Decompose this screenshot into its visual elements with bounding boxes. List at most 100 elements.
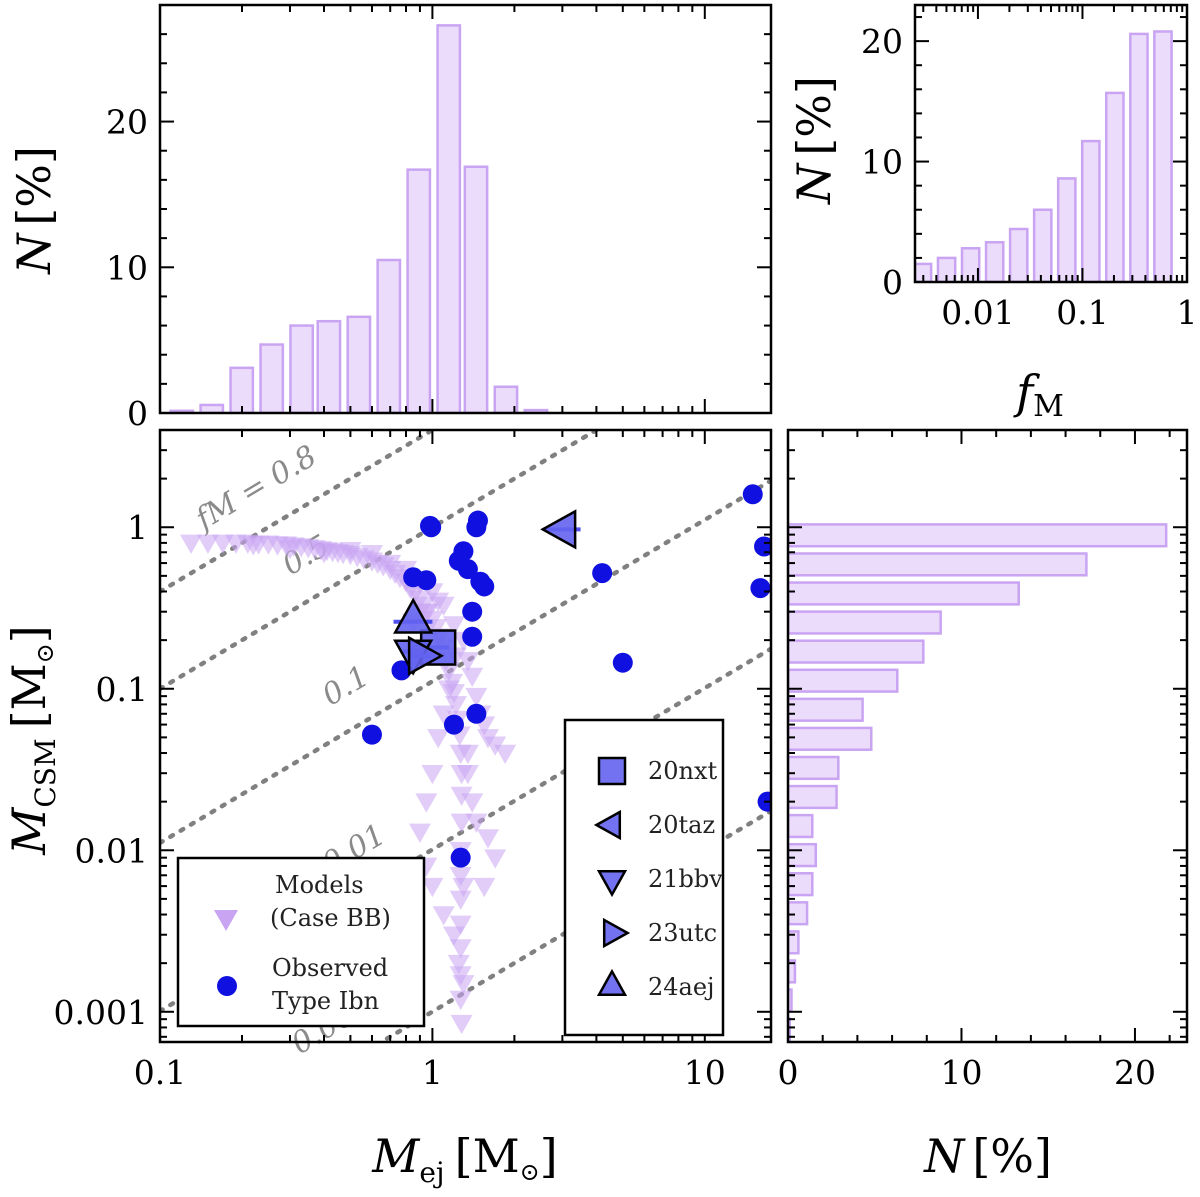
right-hist-bar (788, 697, 864, 722)
model-point (180, 534, 203, 554)
model-point (408, 823, 431, 843)
top-hist-bar (316, 319, 342, 413)
model-point (339, 542, 362, 562)
observed-point (453, 541, 474, 562)
model-point (461, 793, 484, 813)
legend-main-box (176, 856, 426, 1028)
top-hist-bar (376, 258, 402, 413)
model-point (278, 540, 301, 560)
fm-hist-bar (1056, 177, 1077, 282)
right-hist-bar (788, 610, 942, 635)
scatter-y-tick-label: 0.1 (96, 670, 148, 709)
fm-hist-y-tick-label: 20 (861, 22, 903, 61)
right-hist-bar (788, 901, 809, 926)
scatter-y-tick-label: 0.001 (54, 993, 148, 1032)
observed-point (466, 703, 487, 724)
fm-hist-bar (915, 262, 933, 282)
legend-sn-label-21bbv: 21bbv (648, 865, 723, 893)
model-point (450, 786, 473, 806)
right-hist-x-tick-label: 20 (1114, 1053, 1156, 1092)
right-hist-x-tick-label: 10 (940, 1053, 982, 1092)
legend-main: Models (Case BB) Observed Type Ibn (176, 856, 426, 1028)
scatter-panel: fM = 0.80.50.10.010.001 0.11100.0010.010… (2, 428, 773, 1189)
top-hist-y-tick-label: 0 (127, 394, 148, 433)
fm-hist-y-tick-label: 0 (882, 263, 903, 302)
right-hist-bar (788, 523, 1168, 548)
right-hist-bar (788, 581, 1020, 606)
right-hist-bar (788, 784, 838, 810)
right-hist-bar (788, 755, 840, 781)
observed-point (474, 576, 495, 597)
right-hist-frame (786, 428, 1189, 1044)
model-point (313, 544, 336, 564)
right-hist-bar (788, 959, 797, 984)
contour-line (160, 478, 771, 846)
observed-point (443, 714, 464, 735)
model-point (427, 729, 450, 749)
top-hist-ylabel: N[%] (7, 146, 61, 275)
observed-point (361, 724, 382, 745)
model-point (196, 534, 219, 554)
scatter-x-tick-label: 1 (422, 1053, 443, 1092)
fm-hist-frame (913, 3, 1189, 284)
legend-sn-label-20taz: 20taz (648, 811, 715, 839)
contour-label-bg (313, 662, 401, 733)
fm-hist-bar (1008, 227, 1029, 282)
model-point (444, 696, 467, 716)
scatter-x-tick-label: 0.1 (134, 1053, 186, 1092)
right-hist-bar (788, 639, 925, 664)
right-hist-x-tick-label: 0 (778, 1053, 799, 1092)
model-point (465, 813, 488, 833)
fm-hist-x-tick-label: 1 (1177, 293, 1198, 332)
top-hist-bar (289, 324, 315, 413)
fm-hist-bar (1129, 32, 1149, 282)
model-point (432, 906, 455, 926)
model-point (473, 877, 496, 898)
top-hist-frame (158, 3, 773, 415)
model-point (442, 616, 465, 636)
legend-sn-label-23utc: 23utc (648, 919, 717, 947)
scatter-x-tick-label: 10 (684, 1053, 726, 1092)
model-point (421, 764, 444, 785)
model-point (432, 705, 455, 725)
contour-line (160, 430, 601, 692)
observed-point (592, 563, 613, 584)
model-point (437, 680, 460, 700)
legend-sn-marker-20taz (593, 809, 622, 841)
scatter-ylabel: MCSM[M⊙] (2, 625, 62, 856)
scatter-y-tick-label: 1 (127, 508, 148, 547)
legend-sn-marker-23utc (602, 917, 631, 949)
model-point (437, 662, 460, 682)
right-hist-bar (788, 842, 818, 868)
top-hist-bar (523, 408, 549, 413)
fm-hist-bar (1104, 91, 1125, 282)
model-point (449, 939, 472, 959)
observed-point (391, 660, 412, 681)
model-point (450, 1014, 473, 1035)
scatter-xlabel: Mej [M⊙] (371, 1129, 557, 1189)
legend-sn-box (563, 718, 725, 1037)
highlight-marker-20taz (540, 509, 577, 550)
model-point (477, 829, 500, 849)
observed-point (416, 570, 437, 591)
right-hist-bar (788, 668, 899, 693)
legend-models-line1: Models (275, 871, 364, 899)
right-hist-bar (788, 930, 800, 955)
model-point (442, 926, 465, 946)
legend-sn-marker-24aej (596, 968, 628, 997)
fm-hist-bar (984, 241, 1005, 282)
model-point (421, 877, 444, 898)
legend-sn-label-24aej: 24aej (648, 973, 715, 1001)
fm-hist-x-tick-label: 0.1 (1056, 293, 1108, 332)
right-hist-xlabel: N [%] (923, 1129, 1052, 1183)
legend-observed-line2: Type Ibn (272, 987, 379, 1015)
model-point (456, 764, 479, 785)
top-histogram: 0 10 20 N[%] (7, 3, 773, 433)
highlight-marker-24aej (393, 597, 434, 634)
model-point (449, 890, 472, 910)
model-point (242, 536, 265, 556)
observed-point (467, 510, 488, 531)
model-point (450, 813, 473, 833)
top-hist-bar (406, 168, 432, 413)
